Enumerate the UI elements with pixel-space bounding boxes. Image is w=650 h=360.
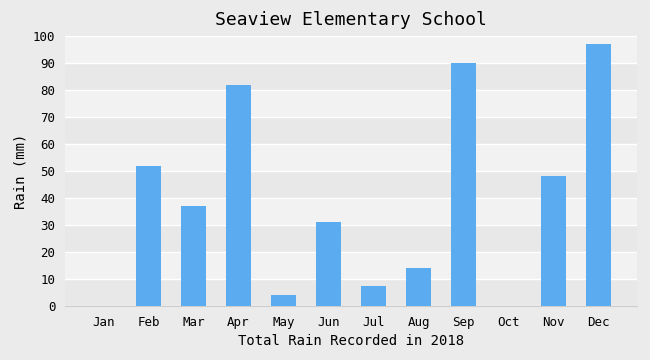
Bar [65,90,637,117]
Title: Seaview Elementary School: Seaview Elementary School [215,11,487,29]
Bar [65,225,637,252]
Bar [136,166,161,306]
Bar [65,117,637,144]
Bar [226,85,251,306]
Bar [65,144,637,171]
Bar [406,268,431,306]
Bar [316,222,341,306]
Bar [65,171,637,198]
Bar [271,295,296,306]
Bar [586,44,611,306]
Bar [541,176,566,306]
Bar [65,279,637,306]
Bar [361,286,386,306]
Bar [451,63,476,306]
Bar [65,198,637,225]
Y-axis label: Rain (mm): Rain (mm) [13,133,27,209]
Bar [181,206,206,306]
Bar [65,36,637,63]
X-axis label: Total Rain Recorded in 2018: Total Rain Recorded in 2018 [238,334,464,348]
Bar [65,63,637,90]
Bar [65,252,637,279]
